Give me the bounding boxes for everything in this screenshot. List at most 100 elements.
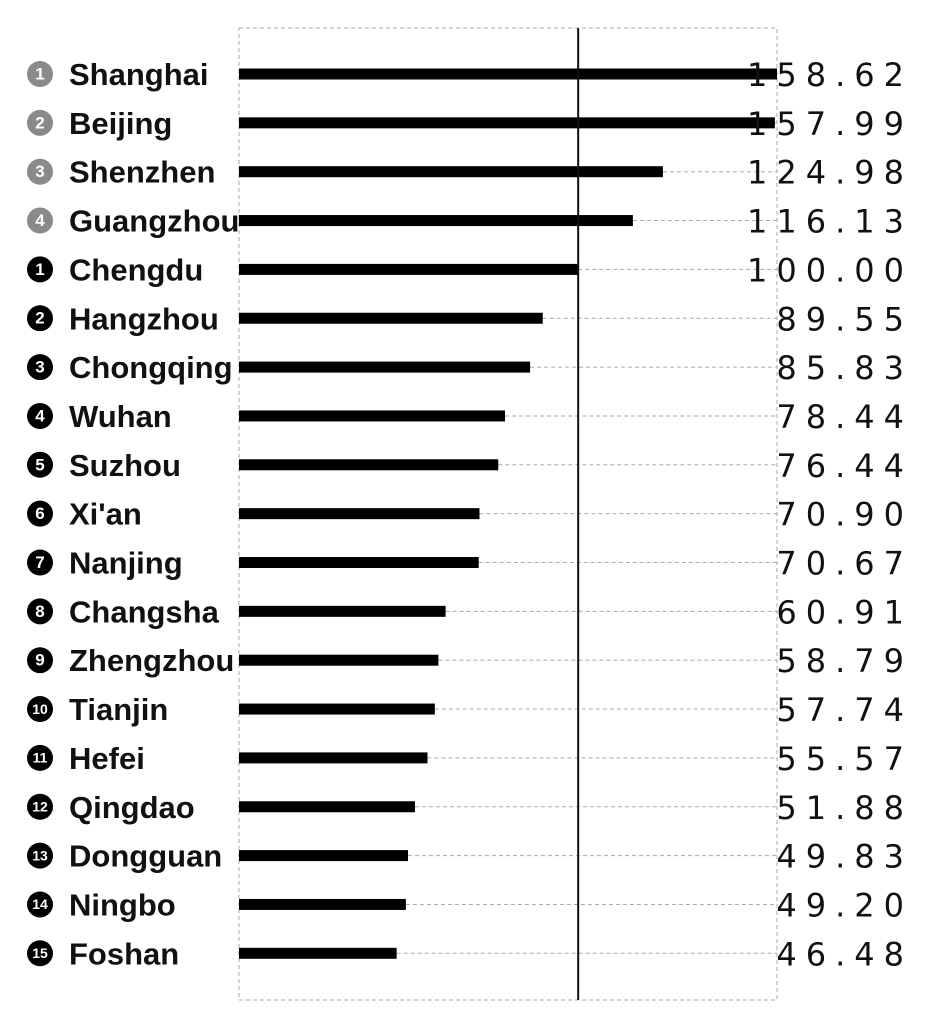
rank-badge: 15 (27, 940, 53, 967)
city-label: Dongguan (69, 839, 222, 874)
rank-badge: 13 (27, 842, 53, 869)
rank-badge-circle (27, 500, 53, 527)
bar (239, 654, 439, 666)
value-label: 60.91 (776, 593, 913, 631)
value-label: 46.48 (776, 935, 913, 973)
rank-badge-number: 11 (33, 750, 48, 766)
rank-badge: 8 (27, 598, 53, 625)
bar (239, 361, 531, 373)
rank-badge-number: 4 (35, 211, 45, 230)
value-label: 58.79 (776, 642, 913, 680)
city-label: Zhengzhou (69, 643, 234, 678)
rank-badge-circle (27, 207, 53, 234)
rank-badge: 1 (27, 256, 53, 283)
bar (239, 166, 663, 178)
rank-badge-circle (27, 891, 53, 918)
rank-badge-number: 3 (35, 162, 44, 181)
bar (239, 117, 775, 129)
city-label: Shenzhen (69, 155, 215, 190)
rank-badge: 4 (27, 402, 53, 429)
city-label: Foshan (69, 936, 179, 971)
rank-badge-circle (27, 109, 53, 136)
bar (239, 263, 579, 275)
city-label: Tianjin (69, 692, 168, 727)
rank-badge: 2 (27, 305, 53, 332)
rank-badge-circle (27, 256, 53, 283)
value-label: 57.74 (776, 691, 913, 729)
bar (239, 898, 406, 910)
bar (239, 459, 499, 471)
rank-badge-circle (27, 696, 53, 723)
bar (239, 850, 409, 862)
city-label: Hefei (69, 741, 145, 776)
rank-badge-circle (27, 793, 53, 820)
rank-badge: 5 (27, 451, 53, 478)
value-label: 78.44 (776, 398, 913, 436)
city-label: Guangzhou (69, 204, 239, 239)
rank-badge: 7 (27, 549, 53, 576)
bar (239, 605, 446, 617)
city-label: Chongqing (69, 350, 233, 385)
value-label: 70.67 (776, 545, 913, 583)
bar (239, 215, 633, 227)
rank-badge-circle (27, 451, 53, 478)
rank-badge-number: 2 (35, 113, 44, 132)
rank-badge-number: 13 (32, 847, 48, 863)
rank-badge: 11 (27, 744, 53, 771)
value-label: 51.88 (776, 789, 913, 827)
city-label: Hangzhou (69, 301, 219, 336)
rank-badge-circle (27, 61, 53, 87)
rank-badge: 9 (27, 647, 53, 674)
rank-badge-number: 9 (35, 651, 44, 670)
value-label: 89.55 (776, 300, 913, 338)
rank-badge-circle (27, 158, 53, 185)
value-label: 76.44 (776, 447, 913, 485)
rank-badge-number: 10 (32, 701, 48, 717)
value-label: 100.00 (747, 251, 913, 289)
rank-badge-circle (27, 354, 53, 381)
city-label: Ningbo (69, 887, 176, 922)
rank-badge-circle (27, 549, 53, 576)
rank-badge: 4 (27, 207, 53, 234)
rank-badge-circle (27, 305, 53, 332)
city-label: Beijing (69, 106, 172, 141)
bar-rows: 1 Shanghai 158.622 Beijing 157.993 Shenzhen 12… (27, 56, 913, 973)
bar (239, 752, 428, 764)
rank-badge: 2 (27, 109, 53, 136)
rank-badge-number: 15 (32, 945, 48, 961)
bar (239, 801, 415, 813)
value-label: 70.90 (776, 496, 913, 534)
value-label: 157.99 (747, 105, 913, 143)
value-label: 158.62 (747, 56, 913, 94)
city-label: Qingdao (69, 790, 195, 825)
bar (239, 410, 506, 422)
bar (239, 68, 777, 80)
city-label: Suzhou (69, 448, 181, 483)
bar (239, 703, 435, 715)
value-label: 55.57 (776, 740, 913, 778)
bar (239, 947, 397, 959)
rank-badge: 6 (27, 500, 53, 527)
bar (239, 508, 480, 520)
rank-badge: 3 (27, 158, 53, 185)
bar (239, 557, 479, 568)
city-label: Wuhan (69, 399, 172, 434)
rank-badge-number: 5 (35, 455, 44, 474)
rank-badge-circle (27, 940, 53, 967)
rank-badge-circle (27, 842, 53, 869)
rank-badge-number: 8 (35, 602, 44, 621)
rank-badge-circle (27, 402, 53, 429)
rank-badge-number: 3 (35, 358, 44, 377)
rank-badge-number: 7 (35, 553, 44, 572)
city-label: Nanjing (69, 546, 183, 581)
rank-badge-number: 12 (32, 798, 48, 814)
city-label: Chengdu (69, 252, 203, 287)
bar (239, 312, 543, 324)
value-label: 116.13 (747, 203, 913, 241)
value-label: 124.98 (747, 154, 913, 192)
rank-badge: 12 (27, 793, 53, 820)
rank-badge-number: 6 (35, 504, 44, 523)
rank-badge-number: 14 (32, 896, 48, 912)
rank-badge-number: 2 (35, 309, 44, 328)
